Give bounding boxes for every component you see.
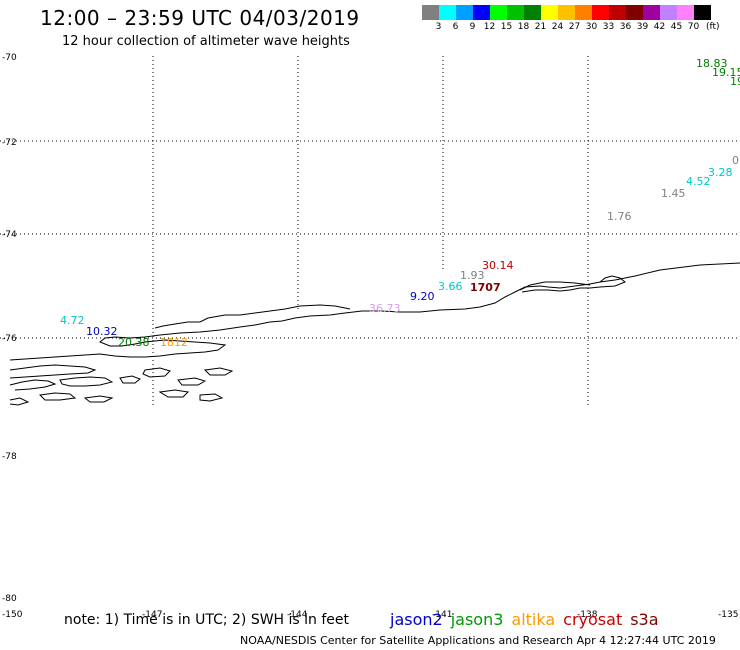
wave-height-label: 1.45	[661, 187, 686, 200]
lon-label: -144	[287, 610, 308, 620]
legend-swatch	[660, 5, 677, 20]
footnote: note: 1) Time is in UTC; 2) SWH is in fe…	[64, 612, 350, 628]
legend-label: 39	[636, 22, 649, 32]
page-subtitle: 12 hour collection of altimeter wave hei…	[62, 34, 350, 49]
legend-label: 9	[469, 22, 476, 32]
page-title: 12:00 – 23:59 UTC 04/03/2019	[40, 6, 360, 30]
satellite-s3a: s3a	[630, 610, 659, 629]
legend-swatch	[524, 5, 541, 20]
legend-swatch	[422, 5, 439, 20]
wave-height-label: 19	[730, 75, 740, 88]
satellite-cryosat: cryosat	[563, 610, 623, 629]
legend-swatch	[592, 5, 609, 20]
lon-label: -138	[577, 610, 598, 620]
legend-label: 21	[534, 22, 547, 32]
wave-height-label: 1.76	[607, 210, 632, 223]
legend-unit: (ft)	[706, 22, 720, 32]
satellite-jason3: jason3	[450, 610, 504, 629]
legend-label: 18	[517, 22, 530, 32]
legend-label: 15	[500, 22, 513, 32]
legend-swatch	[643, 5, 660, 20]
legend-label: 45	[670, 22, 683, 32]
satellite-altika: altika	[511, 610, 556, 629]
wave-height-label: 3.66	[438, 280, 463, 293]
legend-label: 3	[435, 22, 442, 32]
color-legend	[422, 5, 711, 20]
wave-height-label: 36.73	[369, 302, 401, 315]
satellite-legend: jason2 jason3 altika cryosat s3a	[390, 610, 667, 629]
legend-swatch	[473, 5, 490, 20]
legend-swatch	[490, 5, 507, 20]
lat-label: -76	[2, 334, 17, 344]
legend-swatch	[541, 5, 558, 20]
legend-label: 42	[653, 22, 666, 32]
lon-label: -135	[718, 610, 738, 620]
wave-height-label: 19.15	[712, 66, 740, 79]
legend-swatch	[507, 5, 524, 20]
wave-height-label: 3.28	[708, 166, 733, 179]
legend-swatch	[575, 5, 592, 20]
graticule	[0, 56, 740, 406]
wave-height-label: 18.83	[696, 57, 728, 70]
wave-height-label: 10.32	[86, 325, 118, 338]
satellite-jason2: jason2	[390, 610, 443, 629]
wave-height-label: 4.72	[60, 314, 85, 327]
legend-label: 6	[452, 22, 459, 32]
lat-label: -72	[2, 138, 17, 148]
wave-height-label: 1707	[470, 281, 501, 294]
wave-height-label: 0	[732, 154, 739, 167]
legend-swatch	[677, 5, 694, 20]
legend-swatch	[439, 5, 456, 20]
axis-labels: -70 -72 -74 -76 -78 -80 -150 -147 -144 -…	[2, 53, 738, 620]
wave-height-label: 4.52	[686, 175, 711, 188]
lat-label: -70	[2, 53, 17, 63]
legend-swatch	[558, 5, 575, 20]
lat-label: -74	[2, 230, 17, 240]
wave-height-label: 1.93	[460, 269, 485, 282]
credit-footer: NOAA/NESDIS Center for Satellite Applica…	[240, 634, 716, 647]
color-legend-labels: 3 6 9 12 15 18 21 24 27 30 33 36 39 42 45 70 (ft)	[422, 22, 734, 32]
legend-label: 70	[687, 22, 700, 32]
wave-height-label: 1812	[160, 336, 188, 349]
legend-swatch	[456, 5, 473, 20]
coastline	[9, 262, 740, 406]
legend-swatch	[694, 5, 711, 20]
legend-label: 33	[602, 22, 615, 32]
legend-swatch	[609, 5, 626, 20]
wave-height-label: 30.14	[482, 259, 514, 272]
wave-height-label: 20.38	[118, 336, 150, 349]
lat-label: -78	[2, 452, 17, 462]
lon-label: -147	[142, 610, 162, 620]
legend-label: 36	[619, 22, 632, 32]
lat-label: -80	[2, 594, 17, 604]
legend-label: 24	[551, 22, 564, 32]
legend-label: 12	[483, 22, 496, 32]
legend-label: 30	[585, 22, 598, 32]
wave-height-label: 9.20	[410, 290, 435, 303]
legend-label: 27	[568, 22, 581, 32]
legend-swatch	[626, 5, 643, 20]
lon-label: -150	[2, 610, 23, 620]
lon-label: -141	[432, 610, 452, 620]
